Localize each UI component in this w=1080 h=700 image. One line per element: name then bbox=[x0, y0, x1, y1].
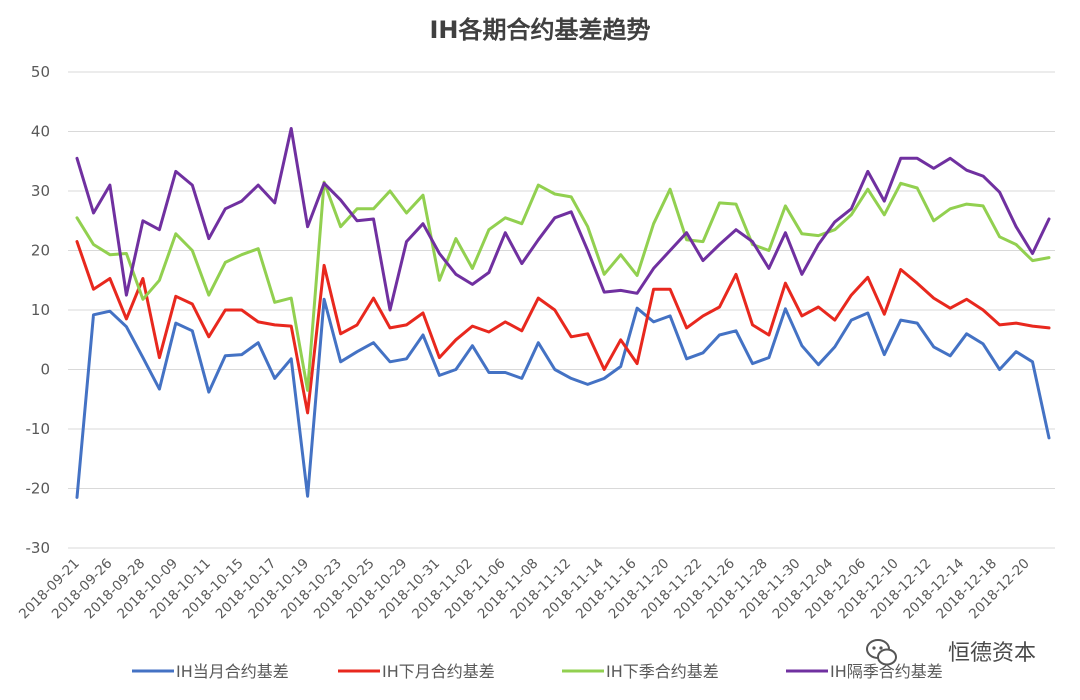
x-axis-ticks: 2018-09-212018-09-262018-09-282018-10-09… bbox=[16, 556, 1033, 623]
series-lines bbox=[75, 127, 1051, 499]
chart-title: IH各期合约基差趋势 bbox=[429, 16, 650, 44]
y-tick-label: 40 bbox=[31, 123, 50, 141]
gridlines bbox=[68, 71, 1055, 549]
legend-label: IH隔季合约基差 bbox=[830, 662, 943, 681]
y-tick-label: 10 bbox=[31, 301, 50, 319]
series-line-4 bbox=[75, 127, 1051, 312]
series-line-1 bbox=[75, 297, 1051, 499]
y-axis-ticks: 50 40 30 20 10 0 -10 -20 -30 bbox=[26, 63, 51, 557]
legend-label: IH下季合约基差 bbox=[606, 662, 719, 681]
watermark: 恒德资本 bbox=[866, 639, 1036, 666]
legend: IH当月合约基差 IH下月合约基差 IH下季合约基差 IH隔季合约基差 bbox=[132, 662, 943, 681]
y-tick-label: 0 bbox=[40, 361, 50, 379]
y-tick-label: -20 bbox=[26, 480, 51, 498]
y-tick-label: 30 bbox=[31, 182, 50, 200]
legend-label: IH当月合约基差 bbox=[176, 662, 289, 681]
y-tick-label: -10 bbox=[26, 420, 51, 438]
series-line-2 bbox=[75, 240, 1051, 415]
y-tick-label: 20 bbox=[31, 242, 50, 260]
y-tick-label: 50 bbox=[31, 63, 50, 81]
watermark-text: 恒德资本 bbox=[948, 641, 1036, 666]
legend-label: IH下月合约基差 bbox=[382, 662, 495, 681]
wechat-official-account-icon bbox=[866, 639, 897, 666]
series-line-3 bbox=[75, 180, 1051, 392]
y-tick-label: -30 bbox=[26, 539, 51, 557]
